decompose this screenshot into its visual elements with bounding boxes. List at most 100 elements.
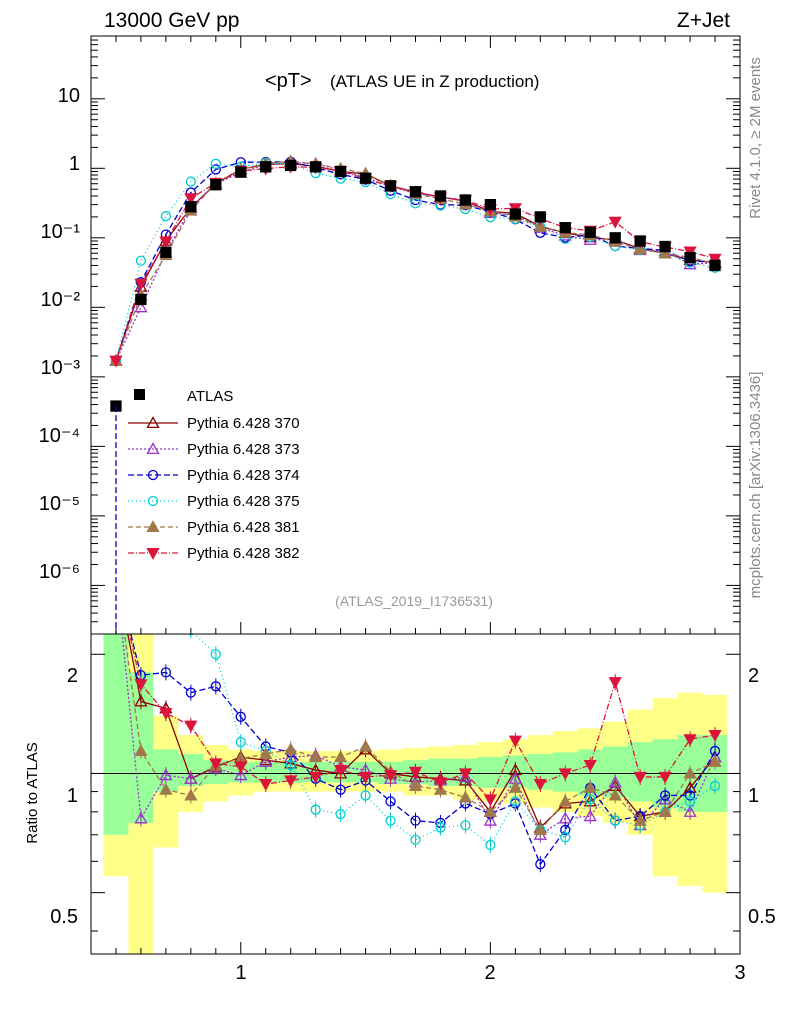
series-point-ratio <box>560 832 571 843</box>
atlas-data-point <box>384 180 397 192</box>
series-point-ratio <box>335 808 346 820</box>
series-point-ratio <box>683 734 697 747</box>
series-point-ratio <box>284 775 298 788</box>
legend-atlas-marker <box>134 389 145 400</box>
atlas-data-point <box>434 190 447 202</box>
atlas-data-point <box>359 172 372 184</box>
series-point-ratio <box>210 649 221 660</box>
series-point-ratio <box>284 742 298 755</box>
series-point-main <box>708 253 722 266</box>
series-point-ratio <box>435 822 446 833</box>
series-point-ratio <box>608 775 622 788</box>
series-point-main <box>160 211 172 222</box>
main-y-tick-label: 10 <box>58 85 80 107</box>
series-point-ratio <box>335 784 346 795</box>
main-y-tick-label: 10⁻⁵ <box>39 493 80 515</box>
series-point-ratio <box>408 766 423 779</box>
series-point-ratio <box>659 790 671 801</box>
series-point-ratio <box>360 790 371 801</box>
series-point-ratio <box>210 681 221 692</box>
legend: ATLAS Pythia 6.428 370 Pythia 6.428 373 … <box>128 388 300 562</box>
atlas-data-point <box>459 194 472 206</box>
main-y-tick-label: 10⁻⁴ <box>39 425 80 447</box>
series-point-ratio <box>187 634 195 636</box>
series-point-ratio <box>558 768 572 781</box>
series-point-ratio <box>683 766 697 779</box>
legend-label-374: Pythia 6.428 374 <box>187 467 300 484</box>
ratio-y-tick-labels: 0.5 1 2 0.5 1 2 <box>50 665 776 928</box>
ratio-y-tick-label-right: 1 <box>748 785 759 807</box>
series-point-ratio <box>458 790 473 803</box>
atlas-data-point <box>235 166 247 178</box>
series-point-ratio <box>583 760 597 772</box>
series-point-ratio <box>184 788 198 801</box>
series-point-ratio <box>583 780 597 793</box>
series-point-ratio <box>508 735 522 748</box>
series-point-ratio <box>410 815 421 826</box>
atlas-data-point <box>609 232 621 244</box>
series-point-ratio <box>184 771 198 784</box>
legend-marker <box>146 416 160 429</box>
series-point-ratio <box>483 804 497 817</box>
series-point-ratio <box>608 788 622 801</box>
series-point-ratio <box>235 736 246 748</box>
series-point-ratio <box>709 780 721 792</box>
series-point-ratio <box>633 813 647 826</box>
series-point-ratio <box>159 708 173 720</box>
series-point-ratio <box>134 694 148 707</box>
series-point-ratio <box>460 820 471 831</box>
ratio-series-layer <box>121 634 722 873</box>
series-point-ratio <box>334 750 348 763</box>
series-point-ratio <box>583 809 597 822</box>
atlas-data-point <box>534 211 546 223</box>
main-y-tick-label: 10⁻³ <box>41 357 81 379</box>
series-point-main <box>210 158 221 169</box>
chart-subtitle: (ATLAS UE in Z production) <box>330 72 539 91</box>
series-point-main <box>159 236 173 249</box>
mcplots-label: mcplots.cern.ch [arXiv:1306.3436] <box>747 372 764 599</box>
series-point-ratio <box>410 834 421 845</box>
x-tick-label: 2 <box>484 962 495 984</box>
series-point-main <box>134 278 148 291</box>
series-point-ratio <box>535 859 546 870</box>
series-point-ratio <box>510 796 521 807</box>
atlas-data-point <box>160 246 172 258</box>
main-y-tick-labels: 10 1 10⁻¹ 10⁻² 10⁻³ 10⁻⁴ 10⁻⁵ 10⁻⁶ <box>39 85 81 583</box>
atlas-data-point <box>135 293 147 306</box>
atlas-data-point <box>260 161 272 173</box>
series-point-ratio <box>184 720 198 733</box>
atlas-data-point <box>185 201 197 213</box>
chart-title: <pT> <box>265 70 312 92</box>
series-point-ratio <box>533 823 547 836</box>
ratio-y-tick-label-left: 1 <box>67 785 78 807</box>
series-point-ratio <box>259 747 273 760</box>
atlas-data-point <box>409 186 422 198</box>
series-point-main <box>185 176 196 187</box>
series-point-ratio <box>658 804 672 817</box>
series-point-ratio <box>160 667 172 678</box>
atlas-data-point <box>634 235 646 247</box>
series-point-ratio <box>358 771 373 784</box>
series-point-ratio <box>483 813 497 826</box>
series-point-ratio <box>558 794 572 807</box>
series-point-ratio <box>385 796 396 807</box>
series-point-ratio <box>259 779 273 791</box>
atlas-data-point <box>659 240 671 253</box>
series-point-ratio <box>684 796 696 807</box>
x-tick-label: 3 <box>734 962 745 984</box>
series-point-ratio <box>683 804 697 817</box>
atlas-data-point <box>509 208 521 220</box>
band-inner-segment <box>103 634 129 835</box>
series-point-main <box>184 193 198 206</box>
legend-marker <box>146 442 160 455</box>
atlas-data-point <box>484 198 497 211</box>
series-point-ratio <box>159 768 173 781</box>
legend-label-atlas: ATLAS <box>187 388 233 405</box>
series-point-ratio <box>259 754 273 767</box>
series-point-ratio <box>408 779 423 791</box>
legend-marker <box>147 495 159 507</box>
series-point-ratio <box>235 711 246 722</box>
series-point-ratio <box>134 811 148 824</box>
band-inner-segment <box>253 761 279 783</box>
series-point-ratio <box>234 768 248 781</box>
